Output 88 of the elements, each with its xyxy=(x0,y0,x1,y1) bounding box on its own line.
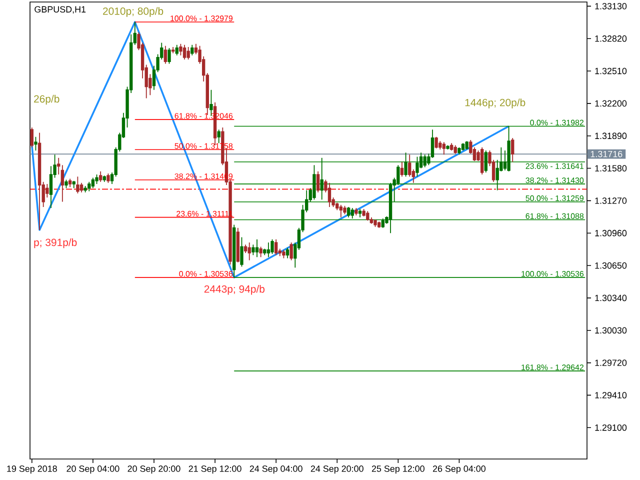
candlestick xyxy=(164,45,168,64)
x-tick-label: 20 Sep 04:00 xyxy=(66,466,120,474)
candlestick xyxy=(465,140,468,150)
candlestick xyxy=(434,136,438,149)
candlestick xyxy=(255,238,259,258)
x-tick-label: 26 Sep 04:00 xyxy=(432,466,486,474)
x-tick-label: 20 Sep 20:00 xyxy=(128,466,180,474)
y-tick-label: 1.32510 xyxy=(595,68,627,74)
x-tick-label: 24 Sep 20:00 xyxy=(310,466,364,474)
y-tick-label: 1.30340 xyxy=(595,294,627,302)
chart-title: GBPUSD,H1 xyxy=(34,6,86,14)
annotation: 2010p; 80p/b xyxy=(103,7,164,17)
y-tick-label: 1.30030 xyxy=(595,327,627,334)
candlestick xyxy=(358,208,362,218)
candlestick xyxy=(312,164,316,200)
candlestick xyxy=(175,44,178,56)
candlestick xyxy=(98,170,102,182)
candlestick xyxy=(91,177,95,189)
x-tick-label: 24 Sep 04:00 xyxy=(250,466,302,474)
candlestick xyxy=(240,236,244,268)
candlestick xyxy=(179,43,182,56)
candlestick xyxy=(171,46,175,54)
candlestick xyxy=(416,156,419,178)
candlestick xyxy=(190,44,194,56)
y-tick-label: 1.30650 xyxy=(595,262,627,269)
y-tick-label: 1.31580 xyxy=(595,165,627,172)
candlestick xyxy=(106,173,110,184)
candlestick xyxy=(68,178,72,188)
candlestick xyxy=(458,146,461,156)
candlestick xyxy=(446,144,450,150)
candlestick xyxy=(377,221,381,228)
candlestick xyxy=(362,208,366,217)
y-tick-label: 1.33130 xyxy=(595,3,627,10)
candlestick xyxy=(450,142,454,151)
candlestick xyxy=(60,164,64,202)
candlestick xyxy=(328,182,332,208)
candlestick xyxy=(350,208,354,219)
candlestick xyxy=(343,205,346,215)
y-tick-label: 1.32200 xyxy=(595,100,627,107)
x-tick-label: 19 Sep 2018 xyxy=(7,466,57,474)
candlestick xyxy=(186,46,190,60)
candlestick xyxy=(346,206,350,218)
candlestick xyxy=(286,247,290,259)
candlestick xyxy=(34,136,38,151)
candlestick xyxy=(57,157,60,175)
candlestick xyxy=(507,126,510,172)
candlestick xyxy=(168,48,171,64)
candlestick xyxy=(354,208,358,216)
annotation: 1446p; 20p/b xyxy=(465,98,526,108)
candlestick xyxy=(404,152,408,178)
candlestick xyxy=(76,176,80,194)
candlestick xyxy=(217,129,220,144)
candlestick xyxy=(266,242,270,258)
annotation: 26p/b xyxy=(34,94,60,105)
x-tick-label: 25 Sep 12:00 xyxy=(372,466,424,474)
annotation: 2443p; 94p/b xyxy=(204,285,264,295)
candlestick xyxy=(511,137,514,162)
candlestick xyxy=(64,179,68,189)
candlestick xyxy=(366,210,370,222)
candlestick xyxy=(339,204,343,218)
candlestick xyxy=(38,132,42,230)
candlestick xyxy=(442,142,446,156)
annotation: p; 391p/b xyxy=(34,238,77,248)
candlestick xyxy=(72,180,76,189)
candlestick xyxy=(102,175,106,182)
ref-line-label: 1.31716 xyxy=(590,150,622,158)
candlestick xyxy=(95,174,98,184)
candlestick xyxy=(248,242,251,261)
candlestick xyxy=(182,44,186,60)
y-tick-label: 1.29100 xyxy=(595,424,627,431)
y-tick-label: 1.31270 xyxy=(595,198,627,204)
candlestick xyxy=(282,249,286,259)
y-tick-label: 1.32820 xyxy=(595,35,627,42)
candlestick xyxy=(270,238,274,254)
candlestick xyxy=(274,238,278,256)
candlestick xyxy=(290,242,293,261)
y-tick-label: 1.31890 xyxy=(595,132,627,140)
candlestick xyxy=(320,157,324,200)
candlestick xyxy=(88,181,91,192)
x-tick-label: 21 Sep 12:00 xyxy=(188,466,242,474)
y-tick-label: 1.30960 xyxy=(595,230,627,236)
y-tick-label: 1.29410 xyxy=(595,392,627,398)
candlestick xyxy=(84,186,87,193)
y-tick-label: 1.29720 xyxy=(595,360,627,366)
candlestick xyxy=(400,162,404,178)
candlestick xyxy=(374,219,377,228)
candlestick xyxy=(381,218,384,228)
candlestick xyxy=(259,246,262,258)
